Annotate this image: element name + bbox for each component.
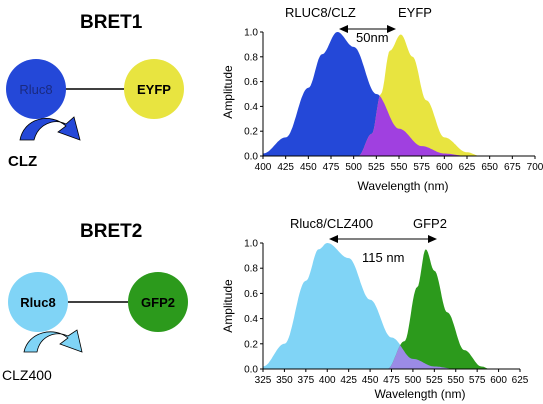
chart1-x-tick-label: 575 [413, 162, 430, 173]
chart1-series-label-donor: RLUC8/CLZ [285, 5, 356, 20]
chart2-acceptor-emission-area [263, 249, 520, 369]
bret2-donor-circle [8, 272, 68, 332]
chart2-x-tick-label: 525 [426, 375, 443, 386]
chart1-acceptor-emission-area [263, 34, 535, 156]
chart1-x-tick-label: 650 [481, 162, 498, 173]
chart2-x-tick-label: 350 [276, 375, 293, 386]
chart2-y-tick-label: 0.0 [244, 365, 258, 376]
chart1-series-label-acceptor: EYFP [398, 5, 432, 20]
bret2-acceptor-label: GFP2 [141, 295, 175, 310]
chart2-x-tick-label: 400 [319, 375, 336, 386]
chart1-x-tick-label: 475 [323, 162, 340, 173]
chart1-y-tick-label: 0.6 [244, 77, 258, 88]
bret1-emission-chart: Amplitude Wavelength (nm) RLUC8/CLZ EYFP… [221, 5, 543, 193]
chart2-series-label-donor: Rluc8/CLZ400 [290, 216, 373, 231]
chart1-x-tick-label: 500 [345, 162, 362, 173]
chart2-x-tick-label: 625 [512, 375, 529, 386]
chart1-ylabel: Amplitude [221, 65, 235, 119]
chart1-y-tick-label: 0.4 [244, 102, 258, 113]
chart2-x-tick-label: 500 [405, 375, 422, 386]
chart2-x-tick-label: 450 [362, 375, 379, 386]
bret2-title: BRET2 [80, 221, 142, 242]
chart1-y-tick-label: 1.0 [244, 28, 258, 39]
bret2-emission-chart: Amplitude Wavelength (nm) Rluc8/CLZ400 G… [221, 216, 529, 401]
bret1-acceptor-circle [124, 59, 184, 119]
bret1-acceptor-label: EYFP [137, 82, 171, 97]
chart2-y-tick-label: 0.6 [244, 289, 258, 300]
bret2-diagram: BRET2 Rluc8 GFP2 CLZ400 [2, 221, 188, 383]
bret1-donor-circle [6, 59, 66, 119]
chart1-shift-label: 50nm [356, 30, 389, 45]
bret1-diagram: BRET1 Rluc8 EYFP CLZ [6, 12, 184, 170]
chart2-x-tick-label: 325 [255, 375, 272, 386]
chart2-y-tick-label: 0.2 [244, 339, 258, 350]
chart1-x-tick-label: 600 [436, 162, 453, 173]
chart1-y-tick-label: 0.0 [244, 152, 258, 163]
chart1-x-tick-label: 450 [300, 162, 317, 173]
chart2-y-tick-label: 1.0 [244, 239, 258, 250]
chart2-x-tick-label: 425 [340, 375, 357, 386]
chart1-x-tick-label: 625 [459, 162, 476, 173]
chart1-overlap-area [263, 95, 535, 156]
chart2-ylabel: Amplitude [221, 279, 235, 333]
bret2-acceptor-circle [128, 272, 188, 332]
chart1-x-tick-label: 525 [368, 162, 385, 173]
bret1-substrate-arrow [19, 116, 81, 141]
bret2-substrate-arrow [23, 329, 83, 353]
chart1-y-tick-label: 0.8 [244, 52, 258, 63]
chart2-donor-emission-area [263, 243, 520, 369]
chart1-xlabel: Wavelength (nm) [358, 179, 449, 193]
chart1-x-tick-label: 550 [391, 162, 408, 173]
chart2-y-tick-label: 0.8 [244, 264, 258, 275]
chart2-x-tick-label: 550 [447, 375, 464, 386]
chart1-x-tick-label: 675 [504, 162, 521, 173]
bret1-donor-label: Rluc8 [19, 82, 52, 97]
chart1-x-tick-label: 700 [527, 162, 543, 173]
chart2-x-tick-label: 475 [383, 375, 400, 386]
chart1-x-tick-label: 400 [255, 162, 272, 173]
chart2-x-tick-label: 600 [490, 375, 507, 386]
bret2-substrate-label: CLZ400 [2, 367, 52, 383]
chart1-donor-emission-area [263, 32, 535, 156]
bret1-title: BRET1 [80, 12, 143, 33]
chart1-y-tick-label: 0.2 [244, 127, 258, 138]
chart2-shift-label: 115 nm [362, 250, 404, 265]
bret1-substrate-label: CLZ [8, 153, 37, 170]
bret2-donor-label: Rluc8 [20, 295, 55, 310]
chart2-y-tick-label: 0.4 [244, 314, 258, 325]
chart2-xlabel: Wavelength (nm) [375, 387, 466, 401]
chart2-x-tick-label: 575 [469, 375, 486, 386]
chart1-x-tick-label: 425 [277, 162, 294, 173]
chart2-series-label-acceptor: GFP2 [413, 216, 447, 231]
chart2-x-tick-label: 375 [297, 375, 314, 386]
